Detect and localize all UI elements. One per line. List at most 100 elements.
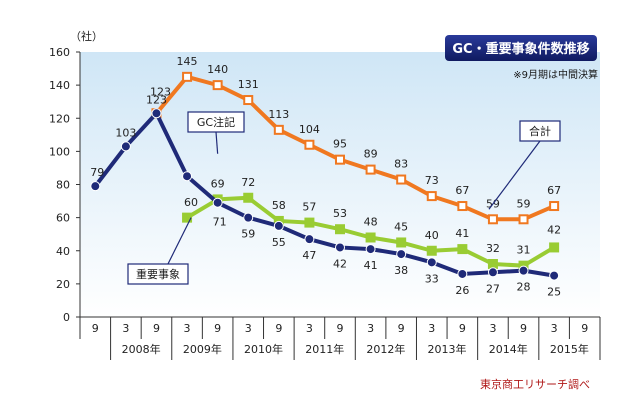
data-label: 72 [241, 176, 255, 189]
data-label: 58 [272, 199, 286, 212]
x-month-label: 3 [122, 322, 129, 335]
year-group-label: 2009年 [183, 342, 222, 356]
series-point-2 [426, 191, 437, 202]
data-label: 57 [302, 201, 316, 214]
series-point-0 [90, 181, 101, 192]
data-label: 41 [364, 259, 378, 272]
callout-total-text: 合計 [529, 124, 551, 138]
y-tick-label: 20 [56, 278, 70, 291]
year-group-label: 2015年 [550, 342, 589, 356]
data-label: 47 [302, 249, 316, 262]
data-label: 42 [333, 257, 347, 270]
series-point-1 [304, 217, 315, 228]
data-label: 95 [333, 138, 347, 151]
data-label: 140 [207, 63, 228, 76]
year-group-label: 2013年 [428, 342, 467, 356]
x-month-label: 9 [581, 322, 588, 335]
series-line-2 [154, 74, 555, 222]
series-point-1 [487, 259, 498, 269]
series-point-0 [365, 244, 376, 255]
data-label: 67 [455, 184, 469, 197]
series-point-2 [335, 154, 345, 165]
series-point-0 [518, 265, 529, 276]
series-point-2 [365, 164, 376, 175]
x-month-label: 9 [337, 322, 344, 335]
series-point-2 [304, 139, 315, 150]
data-label: 25 [547, 286, 561, 299]
data-label: 42 [547, 223, 561, 236]
callout-gc-pointer [215, 131, 219, 154]
data-label: 73 [425, 174, 439, 187]
y-tick-label: 40 [56, 245, 70, 258]
callout-gc-box [187, 111, 245, 133]
data-label: 113 [268, 108, 289, 121]
data-label: 71 [213, 216, 227, 229]
series-point-0 [335, 242, 345, 253]
data-label: 131 [238, 78, 259, 91]
series-point-0 [549, 270, 560, 281]
data-label: 103 [115, 126, 136, 139]
x-month-label: 3 [551, 322, 558, 335]
series-point-1 [549, 242, 560, 253]
data-label: 69 [211, 177, 225, 190]
series-point-2 [273, 124, 284, 135]
x-month-label: 3 [428, 322, 435, 335]
series-line-0 [93, 111, 555, 278]
data-label: 55 [272, 236, 286, 249]
data-label: 79 [90, 166, 104, 179]
series-point-2 [182, 71, 193, 82]
data-label: 59 [241, 228, 255, 241]
series-point-0 [396, 249, 407, 260]
data-label: 33 [425, 272, 439, 285]
data-label: 48 [364, 216, 378, 229]
year-group-label: 2008年 [122, 342, 161, 356]
series-point-1 [365, 232, 376, 243]
data-label: 27 [486, 282, 500, 295]
y-tick-label: 100 [49, 145, 70, 158]
data-label: 26 [455, 284, 469, 297]
data-label: 89 [364, 148, 378, 161]
chart-title: GC・重要事象件数推移 [452, 41, 589, 57]
y-tick-label: 140 [49, 79, 70, 92]
series-point-0 [243, 212, 254, 223]
y-tick-label: 60 [56, 212, 70, 225]
series-point-0 [457, 268, 468, 279]
callout-gc-text: GC注記 [197, 115, 235, 129]
y-axis-unit: （社） [70, 29, 103, 43]
x-month-label: 9 [459, 322, 466, 335]
source-credit: 東京商工リサーチ調べ [480, 377, 590, 391]
x-month-label: 3 [367, 322, 374, 335]
data-label: 28 [517, 281, 531, 294]
data-label: 41 [455, 227, 469, 240]
data-label: 123 [146, 93, 167, 106]
x-month-label: 3 [489, 322, 496, 335]
title-box [445, 35, 597, 61]
y-tick-label: 160 [49, 46, 70, 59]
callout-juyo-box [127, 263, 189, 285]
series-point-0 [426, 257, 437, 268]
series-point-2 [243, 95, 254, 106]
y-tick-label: 0 [63, 311, 70, 324]
data-label: 145 [177, 55, 198, 68]
data-label: 38 [394, 264, 408, 277]
x-month-label: 9 [275, 322, 282, 335]
series-point-0 [304, 234, 315, 245]
x-month-label: 9 [520, 322, 527, 335]
series-point-0 [151, 108, 162, 119]
chart-subtitle: ※9月期は中間決算 [513, 68, 598, 81]
x-month-label: 9 [92, 322, 99, 335]
series-point-1 [335, 224, 345, 235]
x-month-label: 3 [184, 322, 191, 335]
series-point-1 [243, 192, 254, 203]
year-group-label: 2014年 [489, 342, 528, 356]
series-point-1 [457, 244, 468, 255]
data-label: 67 [547, 184, 561, 197]
x-month-label: 9 [214, 322, 221, 335]
series-point-2 [518, 214, 529, 225]
data-label: 40 [425, 229, 439, 242]
data-label: 45 [394, 220, 408, 233]
series-point-2 [212, 80, 223, 91]
data-label: 53 [333, 207, 347, 220]
